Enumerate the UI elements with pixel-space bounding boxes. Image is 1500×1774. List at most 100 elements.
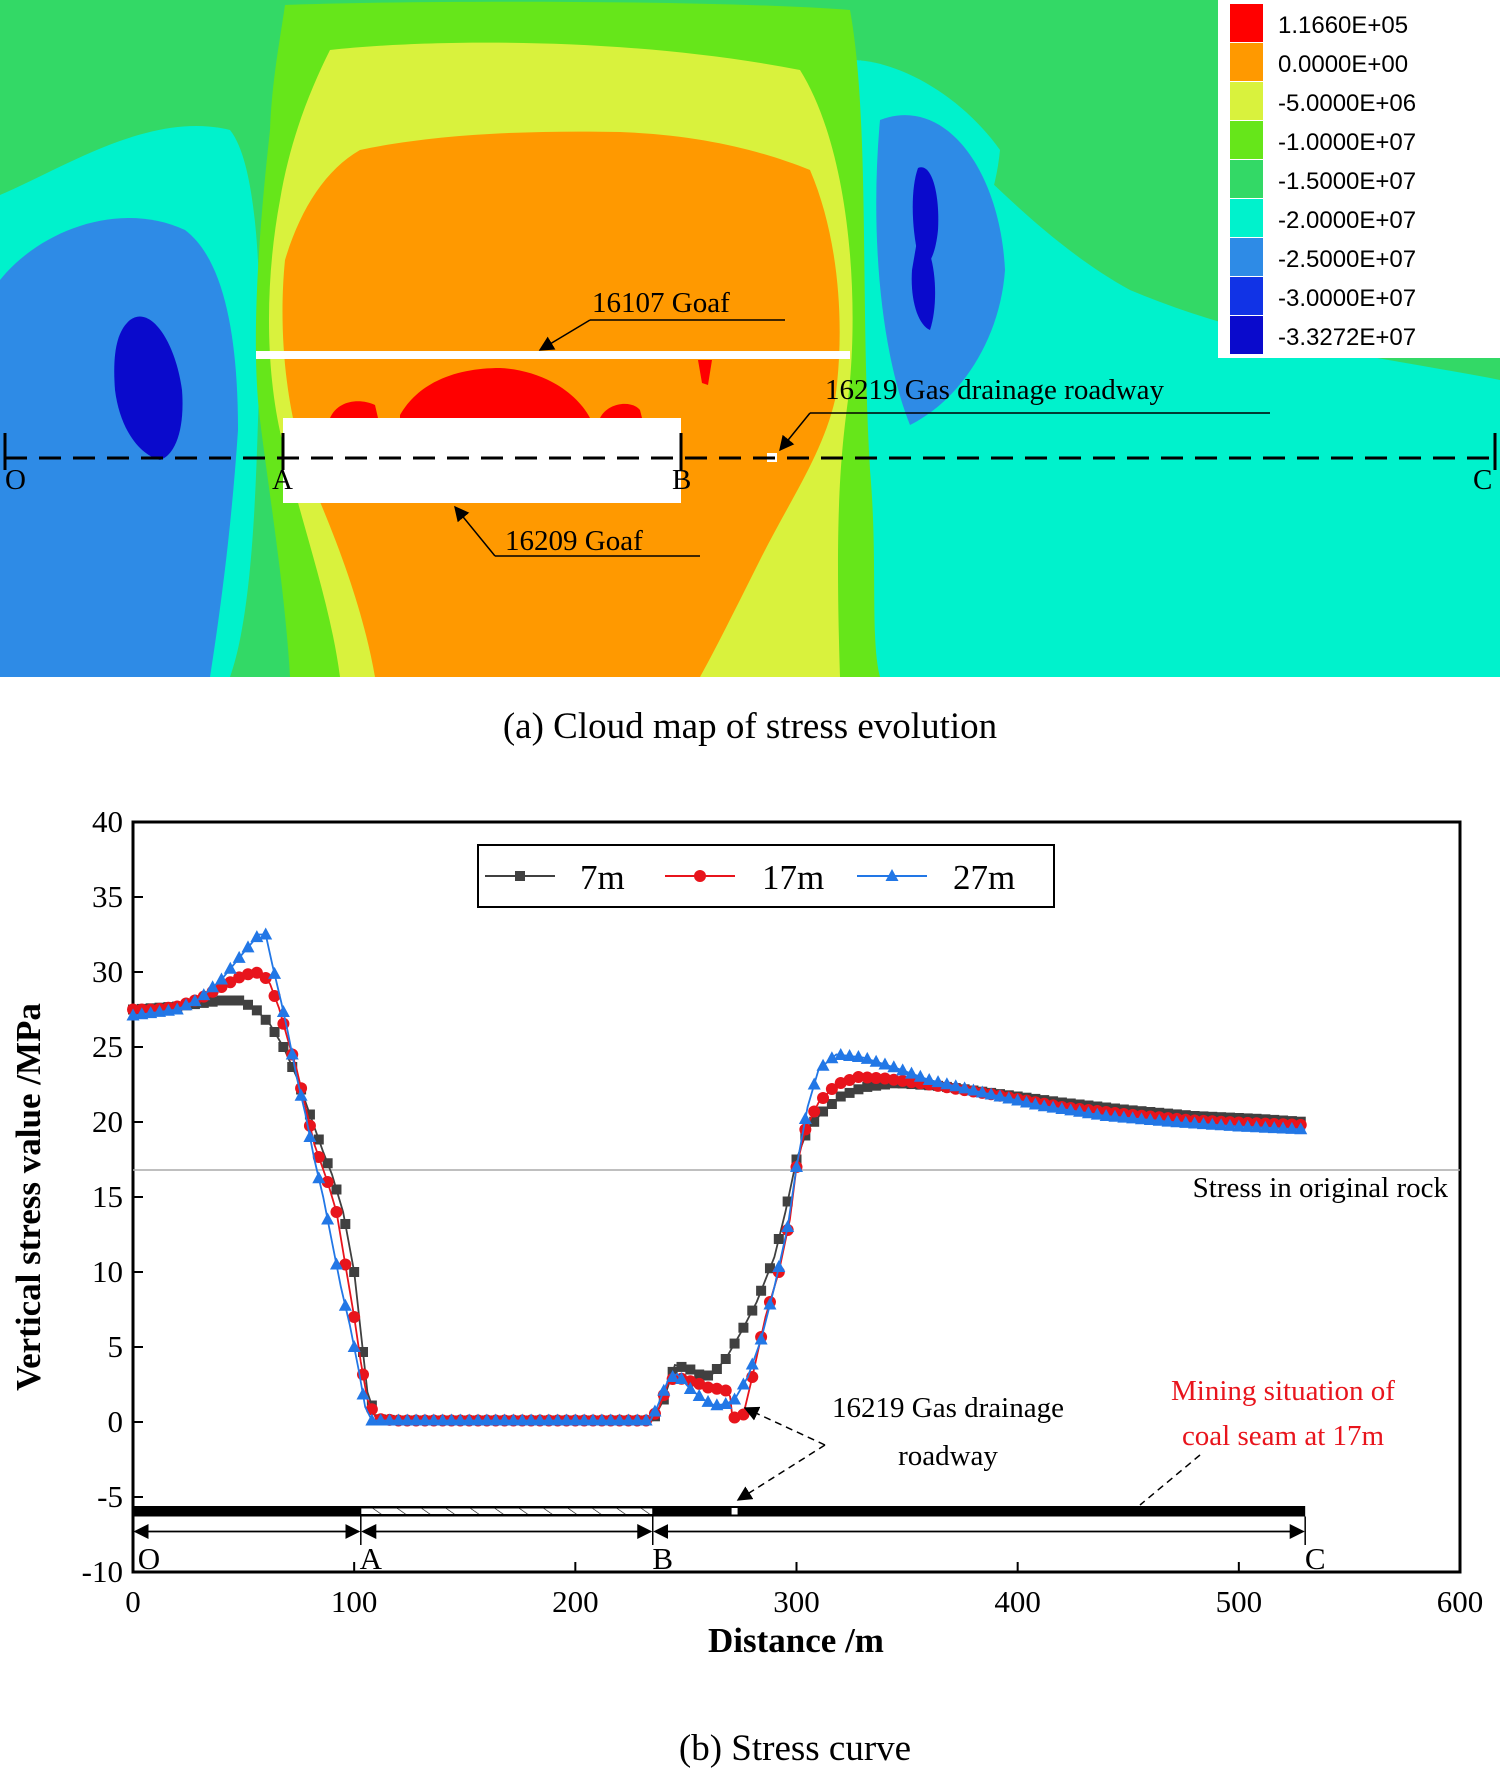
data-point (1073, 1104, 1087, 1117)
data-point (506, 1413, 520, 1426)
data-point (329, 1257, 343, 1270)
data-point (1064, 1103, 1078, 1116)
data-point (321, 1212, 335, 1225)
data-point (878, 1072, 891, 1085)
data-point (630, 1413, 644, 1426)
y-ticks: -10 -5 0 5 10 15 20 25 30 35 40 (82, 804, 143, 1589)
data-point (719, 1397, 733, 1409)
data-point (887, 1073, 900, 1086)
data-point (303, 1130, 317, 1142)
data-point (1099, 1109, 1113, 1121)
goaf-16209 (283, 418, 681, 503)
data-point (807, 1077, 821, 1090)
data-point (338, 1298, 352, 1311)
data-point (834, 1048, 848, 1060)
data-point (126, 1008, 140, 1021)
data-point (1232, 1119, 1246, 1132)
data-point (374, 1413, 388, 1426)
map-legend-label: -3.0000E+07 (1278, 285, 1416, 312)
roadway-annotation-arrow-1 (743, 1406, 826, 1446)
mining-annotation-line1: Mining situation of (1171, 1375, 1395, 1407)
data-point (860, 1051, 874, 1064)
goaf-16107-arrow (538, 319, 591, 351)
data-point (559, 1413, 573, 1426)
data-point (287, 1062, 298, 1072)
data-point (949, 1079, 963, 1092)
data-point (966, 1083, 980, 1096)
data-point (268, 990, 281, 1002)
data-point (427, 1413, 441, 1426)
data-point (322, 1158, 333, 1169)
series-line (132, 933, 1306, 1422)
map-legend-label: -2.5000E+07 (1278, 246, 1416, 273)
point-a-label: A (272, 464, 293, 496)
map-legend-label: -1.0000E+07 (1278, 129, 1416, 156)
y-tick-label: 30 (92, 954, 123, 989)
legend-label: 17m (762, 858, 824, 897)
data-point (1046, 1100, 1060, 1113)
map-red-zone (400, 368, 590, 418)
data-point (817, 1092, 830, 1104)
point-b-label: B (672, 464, 691, 496)
x-tick-label: 300 (773, 1584, 820, 1619)
x-tick-label: 0 (125, 1584, 141, 1619)
data-point (756, 1285, 767, 1296)
data-point (896, 1063, 910, 1076)
data-point (1020, 1095, 1034, 1108)
map-darkblue-left (114, 316, 183, 460)
goaf-16209-arrow (454, 505, 496, 557)
x-tick-label: 400 (994, 1584, 1041, 1619)
segment-point-label: A (360, 1541, 383, 1576)
data-point (356, 1387, 370, 1400)
data-point (391, 1413, 405, 1426)
data-point (825, 1083, 838, 1095)
legend-label: 7m (580, 858, 625, 897)
map-legend-swatch (1230, 160, 1263, 198)
data-point (818, 1106, 829, 1117)
goaf-hatch (360, 1508, 653, 1515)
data-point (862, 1081, 873, 1092)
reference-line-label: Stress in original rock (1193, 1172, 1449, 1204)
data-point (975, 1085, 989, 1098)
data-point (1037, 1099, 1051, 1112)
map-legend-swatch (1230, 238, 1263, 276)
data-point (303, 1119, 316, 1132)
data-point (694, 870, 706, 882)
data-point (871, 1080, 882, 1091)
roadway-annotation-line2: roadway (898, 1440, 998, 1472)
data-point (657, 1383, 671, 1396)
data-point (958, 1081, 972, 1094)
data-point (887, 1060, 901, 1073)
series-group (126, 927, 1308, 1427)
data-point (358, 1347, 369, 1357)
data-point (676, 1361, 687, 1372)
data-point (1276, 1121, 1290, 1134)
data-point (418, 1413, 432, 1426)
data-point (1258, 1120, 1272, 1133)
data-point (348, 1311, 361, 1323)
data-point (243, 999, 254, 1010)
x-tick-label: 200 (552, 1584, 599, 1619)
data-point (826, 1099, 837, 1109)
data-point (799, 1123, 812, 1136)
data-point (365, 1413, 379, 1426)
data-point (844, 1087, 855, 1098)
data-point (852, 1071, 865, 1083)
map-legend-label: -3.3272E+07 (1278, 324, 1416, 351)
y-tick-label: 40 (92, 804, 123, 839)
data-point (1241, 1119, 1255, 1132)
data-point (1126, 1111, 1140, 1124)
data-point (234, 995, 245, 1006)
data-point (153, 1004, 167, 1017)
data-point (1267, 1121, 1281, 1134)
data-point (313, 1134, 324, 1145)
data-point (720, 1354, 731, 1364)
mining-annotation-line2: coal seam at 17m (1182, 1420, 1385, 1452)
series-legend: 7m 17m 27m (477, 844, 1055, 908)
y-axis-title: Vertical stress value /MPa (9, 1003, 48, 1391)
map-red-small-1 (330, 401, 378, 418)
data-point (409, 1413, 423, 1426)
data-point (885, 869, 899, 881)
data-point (781, 1220, 795, 1232)
